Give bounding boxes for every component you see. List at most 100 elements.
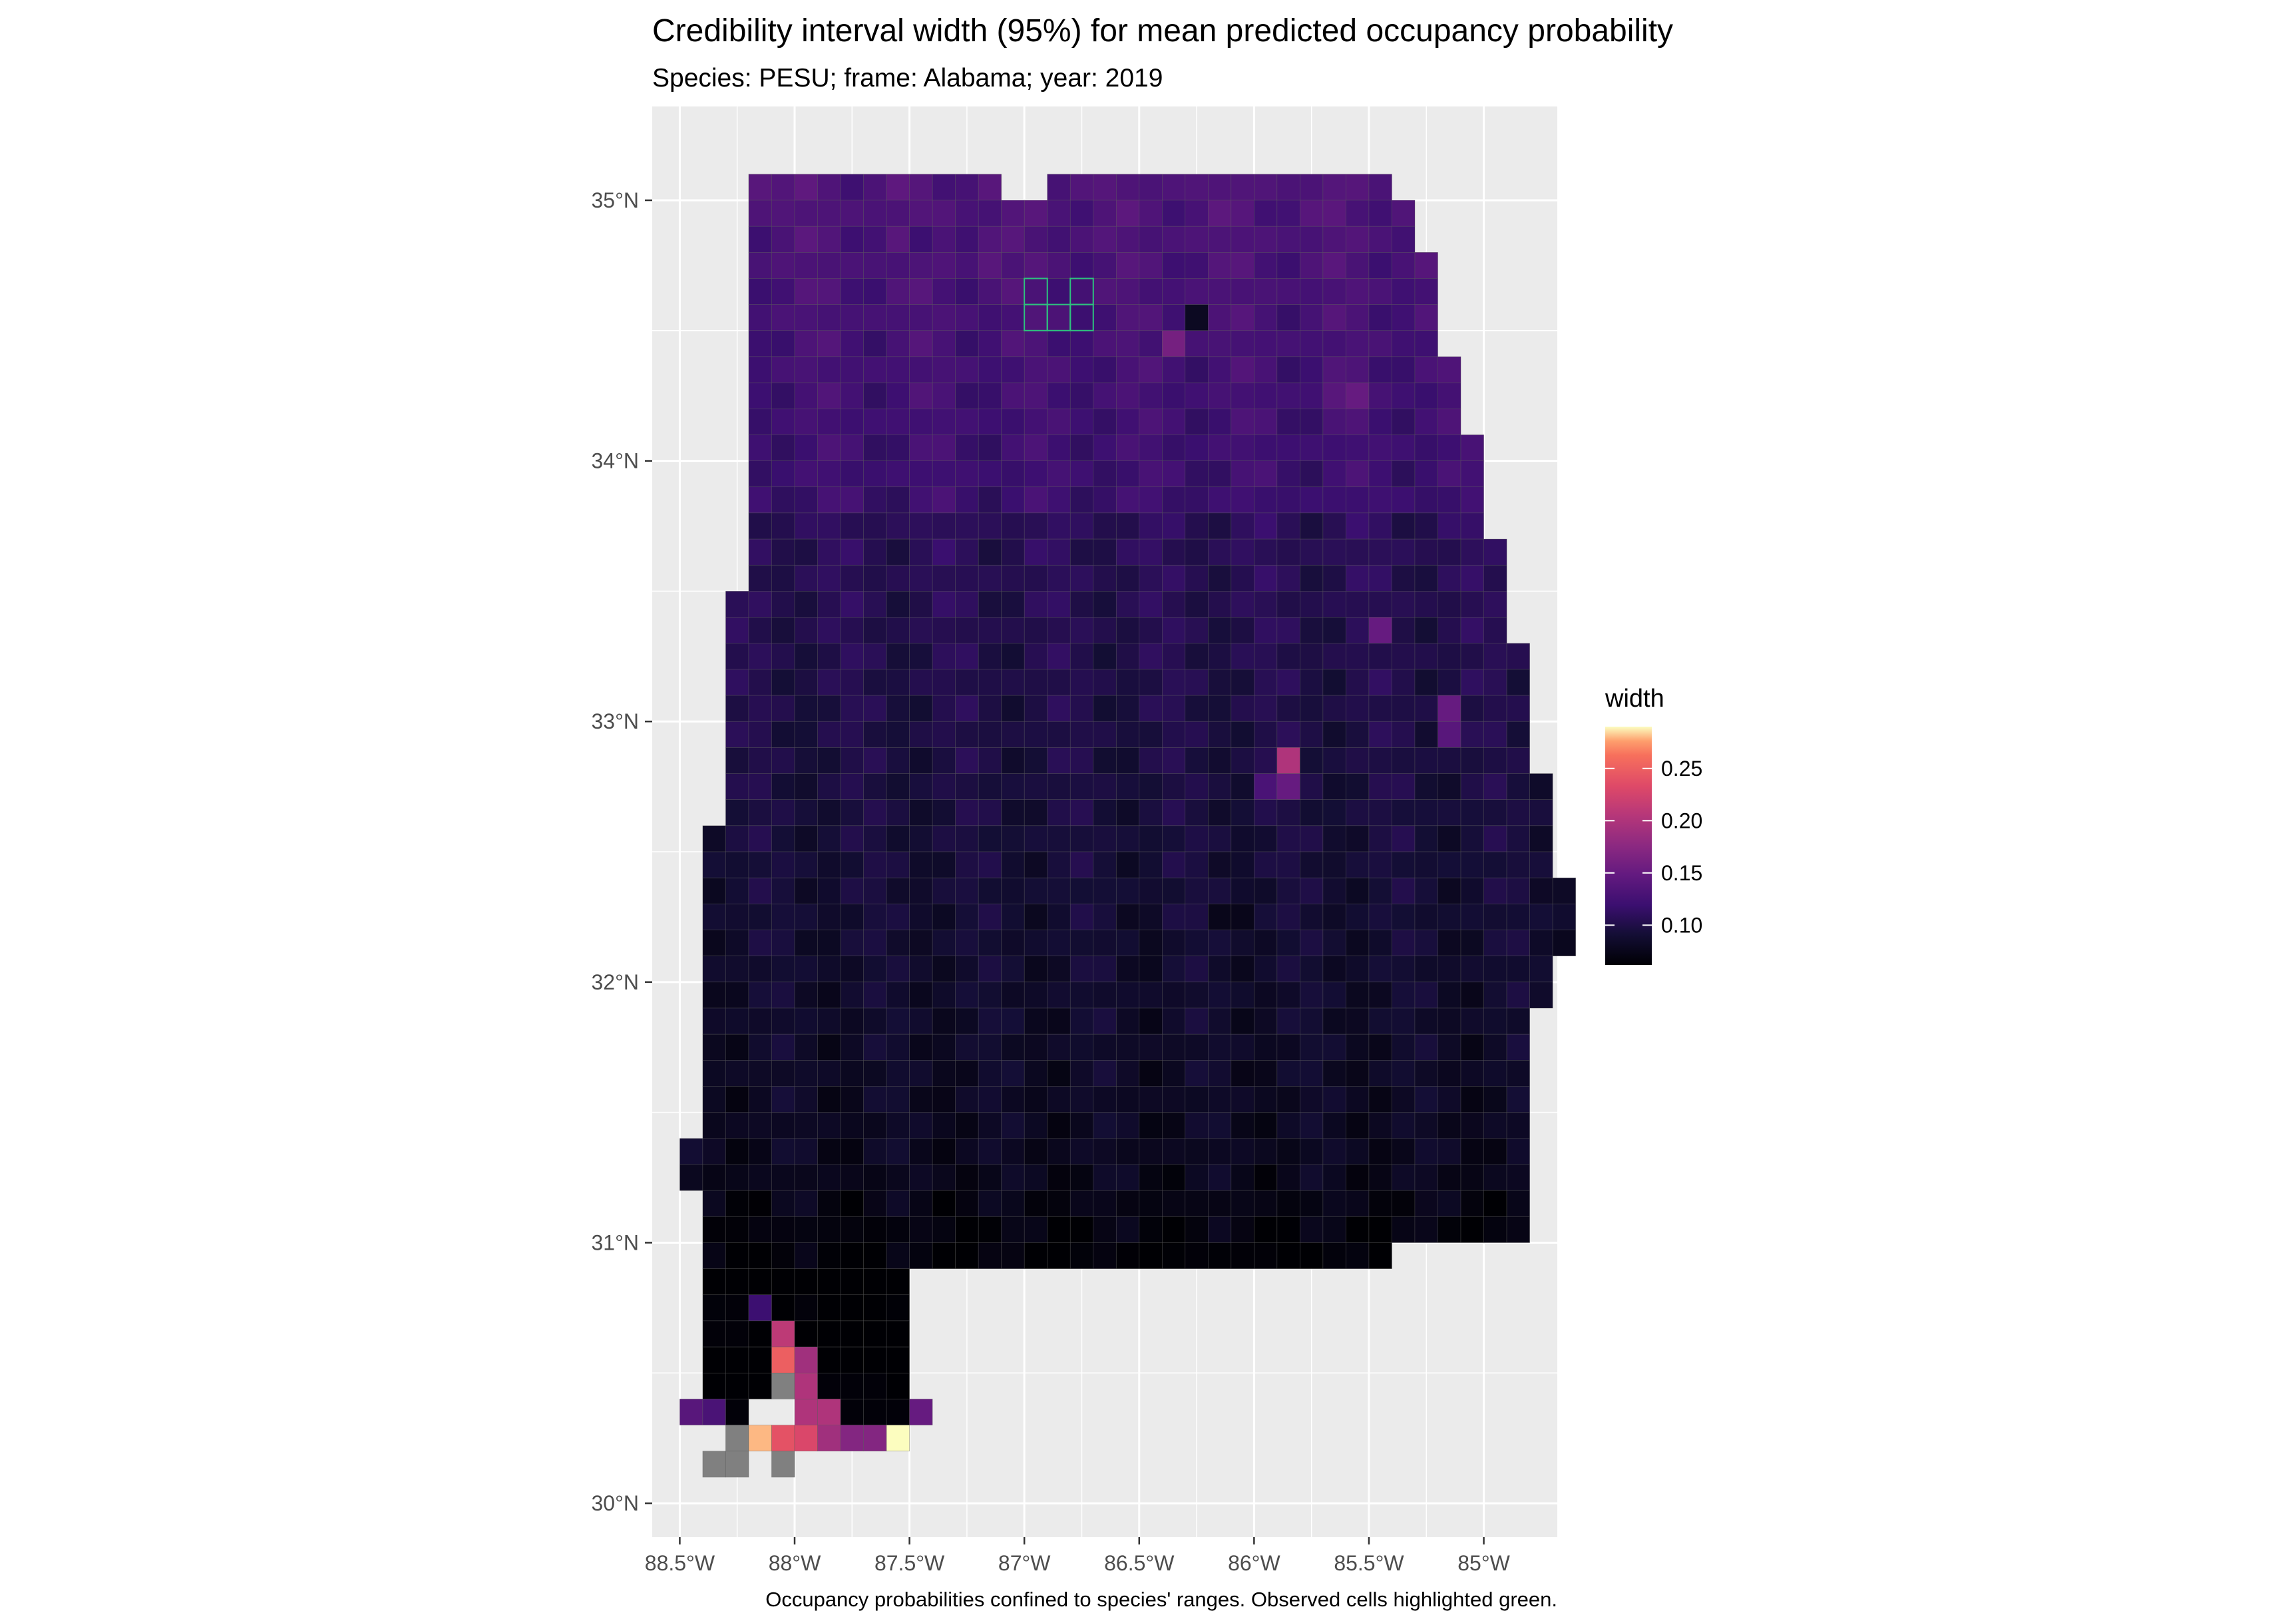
map-cell bbox=[840, 226, 864, 253]
map-cell bbox=[1506, 695, 1530, 722]
map-cell bbox=[1368, 982, 1392, 1009]
map-cell bbox=[1300, 799, 1324, 826]
map-cell bbox=[1529, 825, 1553, 852]
map-cell bbox=[1437, 721, 1461, 748]
map-cell bbox=[1115, 904, 1140, 930]
map-cell bbox=[1254, 956, 1278, 983]
map-cell bbox=[1001, 773, 1025, 801]
map-cell bbox=[1506, 982, 1530, 1009]
map-cell bbox=[1322, 643, 1346, 670]
map-cell bbox=[1139, 382, 1163, 409]
map-cell bbox=[1208, 1190, 1232, 1217]
map-cell bbox=[1161, 356, 1186, 383]
map-cell bbox=[1093, 226, 1117, 253]
map-cell bbox=[1047, 930, 1071, 956]
map-cell bbox=[1437, 904, 1461, 930]
map-cell bbox=[1460, 486, 1484, 514]
map-cell bbox=[1001, 1216, 1025, 1243]
map-cell bbox=[1047, 825, 1071, 852]
map-cell bbox=[886, 1320, 910, 1347]
map-cell bbox=[1069, 1242, 1094, 1269]
map-cell bbox=[1414, 851, 1438, 878]
map-cell bbox=[932, 408, 956, 435]
map-cell bbox=[840, 695, 864, 722]
map-cell bbox=[1483, 1033, 1507, 1061]
map-cell bbox=[1231, 435, 1254, 461]
map-cell bbox=[1139, 278, 1163, 305]
map-cell bbox=[1254, 669, 1278, 696]
map-cell bbox=[1001, 538, 1025, 566]
map-cell bbox=[909, 435, 933, 461]
map-cell bbox=[1001, 982, 1025, 1009]
map-cell bbox=[955, 982, 979, 1009]
map-cell bbox=[978, 721, 1002, 748]
chart-subtitle: Species: PESU; frame: Alabama; year: 201… bbox=[652, 64, 1163, 92]
map-cell bbox=[1460, 538, 1484, 566]
map-cell bbox=[1139, 1007, 1163, 1035]
map-cell bbox=[1276, 278, 1300, 305]
map-cell bbox=[725, 1294, 749, 1322]
map-cell bbox=[863, 1086, 887, 1113]
map-cell bbox=[1276, 1060, 1300, 1087]
map-cell bbox=[1024, 200, 1048, 227]
map-cell bbox=[863, 1294, 887, 1322]
map-cell bbox=[1552, 904, 1576, 930]
map-cell bbox=[955, 695, 979, 722]
map-cell bbox=[1001, 1112, 1025, 1139]
map-cell bbox=[771, 435, 795, 461]
map-cell bbox=[1254, 799, 1278, 826]
map-cell bbox=[1414, 1086, 1438, 1113]
map-cell bbox=[1024, 1007, 1048, 1035]
map-cell bbox=[955, 408, 979, 435]
map-cell bbox=[1161, 643, 1186, 670]
map-cell bbox=[1392, 1164, 1416, 1191]
legend-title: width bbox=[1605, 685, 1664, 713]
map-cell bbox=[1208, 174, 1232, 201]
map-cell bbox=[1437, 825, 1461, 852]
map-cell bbox=[863, 851, 887, 878]
map-cell bbox=[1322, 721, 1346, 748]
map-cell bbox=[1460, 1164, 1484, 1191]
map-cell bbox=[725, 773, 749, 801]
map-cell bbox=[886, 982, 910, 1009]
map-cell bbox=[863, 1346, 887, 1373]
map-cell bbox=[1139, 851, 1163, 878]
map-cell bbox=[1346, 1216, 1370, 1243]
map-cell bbox=[1392, 408, 1416, 435]
map-cell bbox=[702, 1399, 726, 1425]
map-cell bbox=[978, 304, 1002, 331]
map-cell bbox=[1139, 1164, 1163, 1191]
map-cell bbox=[1231, 1060, 1254, 1087]
map-cell bbox=[1392, 747, 1416, 774]
map-cell bbox=[1483, 877, 1507, 904]
map-cell bbox=[748, 330, 772, 357]
map-cell bbox=[1529, 773, 1553, 801]
map-cell bbox=[909, 460, 933, 488]
map-cell bbox=[817, 408, 841, 435]
map-cell bbox=[1047, 956, 1071, 983]
map-cell bbox=[1254, 721, 1278, 748]
map-cell bbox=[771, 956, 795, 983]
map-cell bbox=[1161, 930, 1186, 956]
map-cell bbox=[1368, 747, 1392, 774]
map-cell bbox=[1185, 538, 1209, 566]
map-cell bbox=[1093, 617, 1117, 644]
map-cell bbox=[794, 1294, 818, 1322]
map-cell bbox=[886, 747, 910, 774]
map-cell bbox=[1161, 721, 1186, 748]
map-cell bbox=[1115, 330, 1140, 357]
map-cell bbox=[1392, 460, 1416, 488]
map-cell bbox=[1460, 773, 1484, 801]
map-cell bbox=[1185, 982, 1209, 1009]
map-cell bbox=[817, 1060, 841, 1087]
map-cell bbox=[1185, 643, 1209, 670]
map-cell bbox=[1185, 1007, 1209, 1035]
map-cell bbox=[1368, 1086, 1392, 1113]
map-cell bbox=[1024, 278, 1048, 305]
map-cell bbox=[863, 591, 887, 618]
map-cell bbox=[1392, 1216, 1416, 1243]
map-cell bbox=[1300, 304, 1324, 331]
map-cell bbox=[1139, 174, 1163, 201]
map-cell bbox=[1392, 643, 1416, 670]
map-cell bbox=[909, 1007, 933, 1035]
